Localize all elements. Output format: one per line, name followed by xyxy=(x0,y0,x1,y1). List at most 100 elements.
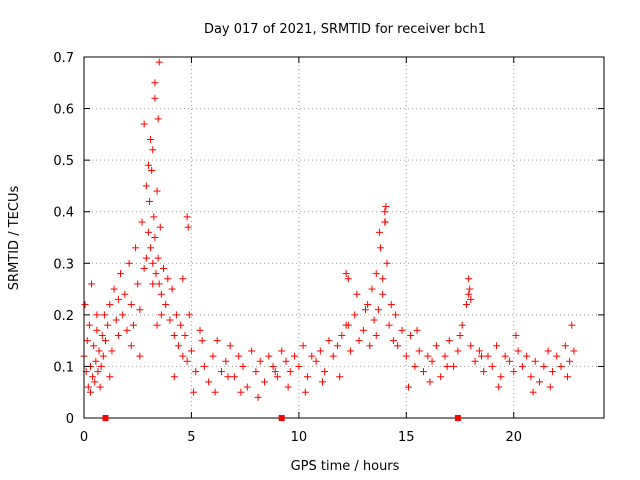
data-point xyxy=(413,326,421,334)
data-point xyxy=(237,388,245,396)
data-point xyxy=(510,368,518,376)
data-point xyxy=(325,337,333,345)
data-point xyxy=(90,342,98,350)
data-point xyxy=(98,331,106,339)
data-point xyxy=(366,342,374,350)
data-point xyxy=(119,311,127,319)
data-point xyxy=(484,352,492,360)
x-tick-label: 5 xyxy=(187,430,195,445)
data-point xyxy=(144,161,152,169)
data-point xyxy=(170,373,178,381)
data-point xyxy=(95,347,103,355)
data-point xyxy=(152,270,160,278)
data-point xyxy=(381,208,389,216)
data-point xyxy=(91,378,99,386)
data-point xyxy=(364,301,372,309)
data-point xyxy=(570,347,578,355)
data-point xyxy=(420,368,428,376)
data-point xyxy=(407,331,415,339)
data-point xyxy=(106,373,114,381)
data-point xyxy=(480,368,488,376)
data-point xyxy=(278,347,286,355)
data-point xyxy=(561,342,569,350)
data-point xyxy=(154,254,162,262)
data-point xyxy=(147,244,155,252)
data-point xyxy=(97,362,105,370)
data-point xyxy=(383,259,391,267)
data-point xyxy=(466,285,474,293)
data-point xyxy=(568,321,576,329)
data-point xyxy=(150,213,158,221)
data-point xyxy=(389,337,397,345)
data-point xyxy=(184,223,192,231)
data-point xyxy=(536,378,544,386)
data-point xyxy=(398,326,406,334)
data-point xyxy=(342,270,350,278)
data-point xyxy=(553,352,561,360)
data-point xyxy=(424,352,432,360)
data-point xyxy=(243,383,251,391)
chart-title: Day 017 of 2021, SRMTID for receiver bch… xyxy=(204,22,486,37)
data-point xyxy=(256,357,264,365)
data-point xyxy=(404,383,412,391)
data-point xyxy=(344,275,352,283)
data-point xyxy=(353,290,361,298)
data-point xyxy=(344,321,352,329)
data-point xyxy=(198,337,206,345)
data-point xyxy=(156,223,164,231)
data-point xyxy=(177,321,185,329)
data-point xyxy=(523,352,531,360)
data-point xyxy=(273,373,281,381)
data-point xyxy=(183,213,191,221)
data-point xyxy=(529,388,537,396)
data-point xyxy=(548,368,556,376)
data-point xyxy=(157,311,165,319)
data-point xyxy=(200,362,208,370)
data-point xyxy=(531,357,539,365)
data-point xyxy=(303,373,311,381)
data-point xyxy=(437,373,445,381)
data-point xyxy=(557,362,565,370)
data-point xyxy=(140,120,148,128)
data-point xyxy=(527,373,535,381)
data-point xyxy=(183,357,191,365)
data-point xyxy=(411,362,419,370)
data-point xyxy=(85,321,93,329)
data-point xyxy=(125,259,133,267)
data-point xyxy=(387,301,395,309)
data-point xyxy=(465,275,473,283)
data-point xyxy=(239,362,247,370)
data-point xyxy=(101,337,109,345)
data-point xyxy=(359,326,367,334)
data-point xyxy=(211,388,219,396)
data-point xyxy=(149,146,157,154)
data-point xyxy=(92,357,100,365)
data-point xyxy=(512,331,520,339)
data-point xyxy=(154,115,162,123)
data-point xyxy=(175,342,183,350)
data-point xyxy=(471,357,479,365)
data-point xyxy=(112,316,120,324)
data-point xyxy=(374,306,382,314)
data-point xyxy=(495,383,503,391)
data-point xyxy=(428,357,436,365)
data-point xyxy=(426,378,434,386)
data-point xyxy=(351,311,359,319)
zero-value-marker xyxy=(454,415,461,421)
data-points-layer xyxy=(80,58,578,401)
data-point xyxy=(321,368,329,376)
data-point xyxy=(190,388,198,396)
data-point xyxy=(151,94,159,102)
y-tick-label: 0.1 xyxy=(53,360,74,375)
data-point xyxy=(93,311,101,319)
data-point xyxy=(114,331,122,339)
data-point xyxy=(151,79,159,87)
data-point xyxy=(166,316,174,324)
data-point xyxy=(248,347,256,355)
data-point xyxy=(99,352,107,360)
data-point xyxy=(252,368,260,376)
data-point xyxy=(147,136,155,144)
data-point xyxy=(127,301,135,309)
data-point xyxy=(138,218,146,226)
data-point xyxy=(445,337,453,345)
